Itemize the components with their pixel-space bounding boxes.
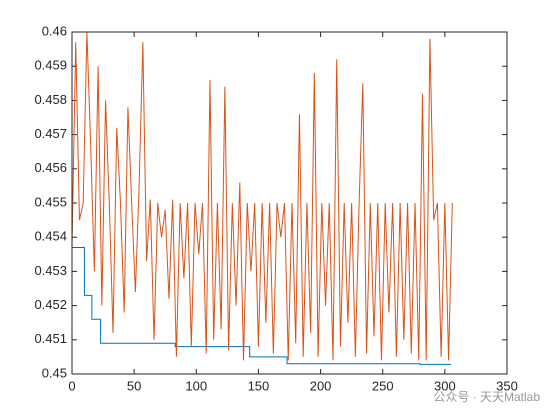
watermark: 公众号 · 天天Matlab (433, 390, 540, 404)
x-tick-label: 300 (434, 378, 456, 393)
y-tick-label: 0.455 (34, 194, 67, 209)
x-tick-label: 100 (185, 378, 207, 393)
x-tick-label: 50 (127, 378, 141, 393)
y-tick-label: 0.45 (42, 365, 67, 380)
y-tick-label: 0.454 (34, 229, 67, 244)
y-tick-label: 0.451 (34, 331, 67, 346)
x-tick-label: 0 (68, 378, 75, 393)
x-tick-label: 250 (372, 378, 394, 393)
y-tick-label: 0.459 (34, 58, 67, 73)
x-tick-label: 150 (248, 378, 270, 393)
y-tick-label: 0.457 (34, 126, 67, 141)
y-tick-label: 0.458 (34, 92, 67, 107)
y-tick-label: 0.453 (34, 263, 67, 278)
y-tick-label: 0.456 (34, 160, 67, 175)
axes-box (71, 31, 508, 375)
x-tick-label: 350 (496, 378, 518, 393)
series-line (71, 31, 453, 361)
y-tick-label: 0.452 (34, 297, 67, 312)
x-tick-label: 200 (310, 378, 332, 393)
y-tick-label: 0.46 (42, 23, 67, 38)
series-line (72, 246, 452, 365)
